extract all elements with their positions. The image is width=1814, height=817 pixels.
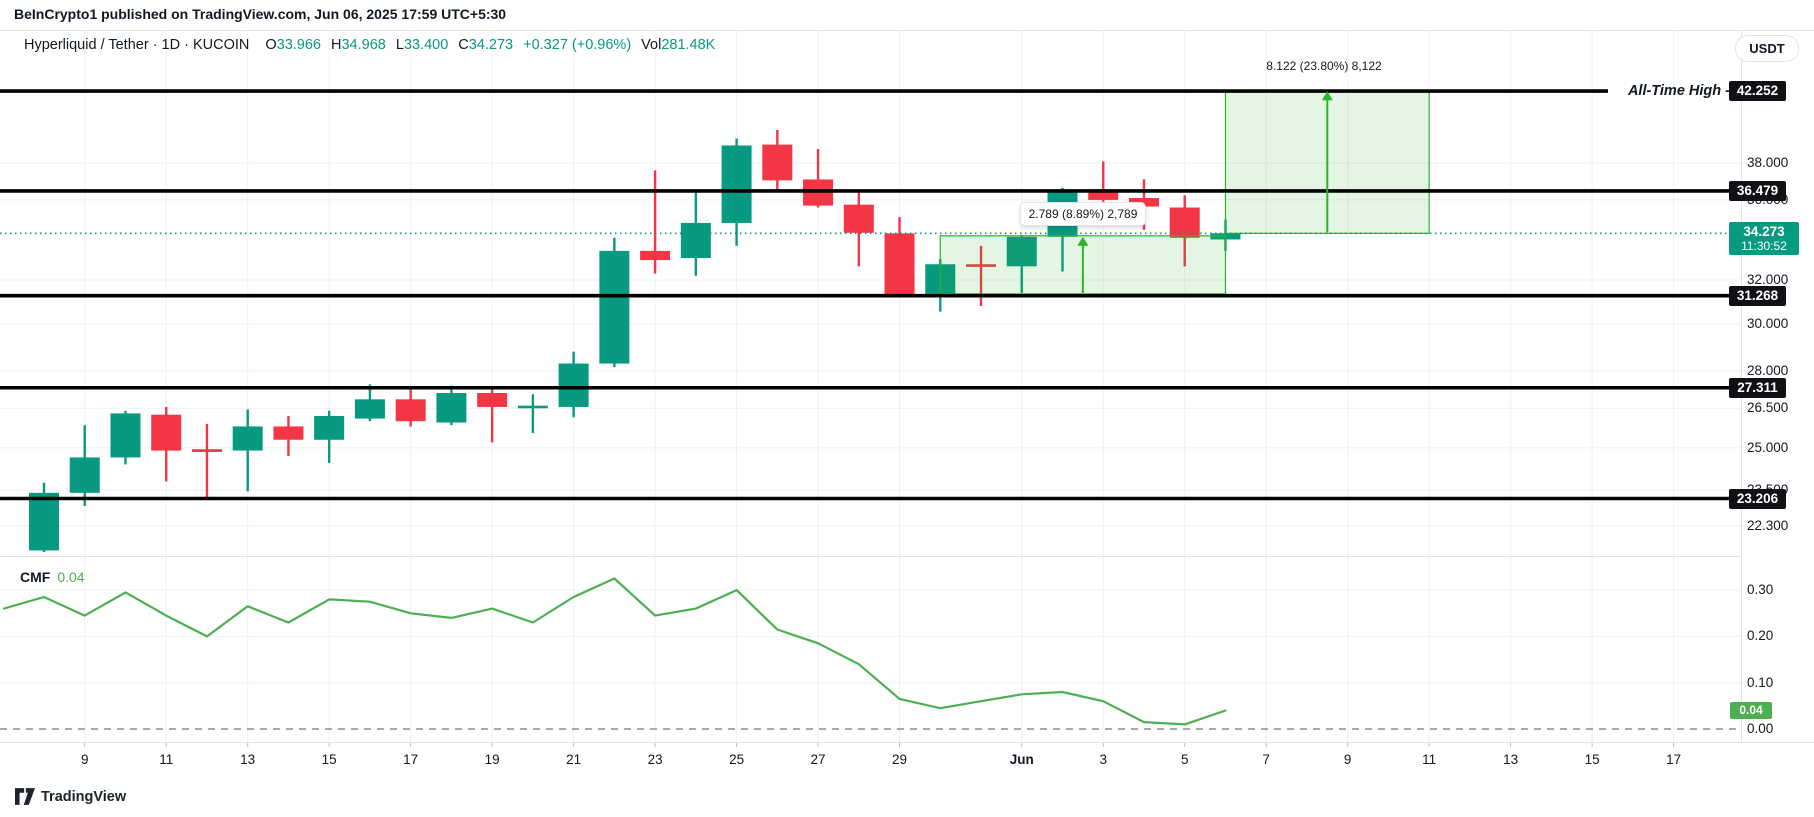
candle-body: [1169, 207, 1200, 238]
time-axis-label: 29: [892, 752, 908, 767]
candle-body: [640, 250, 671, 261]
cmf-line: [2, 577, 1227, 726]
candle-body: [191, 449, 222, 452]
legend-change: +0.327 (+0.96%): [523, 37, 632, 53]
candle-body: [558, 363, 589, 407]
candle-body: [110, 413, 141, 458]
time-axis-label: 19: [484, 752, 500, 767]
range-arrow-head: [1321, 91, 1333, 101]
candle-body: [721, 145, 752, 223]
candle-body: [436, 393, 467, 423]
candle-body: [273, 426, 304, 440]
currency-toggle-button[interactable]: USDT: [1735, 35, 1799, 62]
time-axis-label: 7: [1262, 752, 1270, 767]
price-tick-label: 38.000: [1747, 155, 1789, 171]
price-level-tag: 36.479: [1729, 180, 1786, 201]
price-tick-label: 30.000: [1747, 315, 1789, 331]
cmf-tick-label: 0.20: [1747, 628, 1774, 644]
bar-countdown: 11:30:52: [1741, 238, 1787, 253]
candle-body: [517, 405, 548, 409]
time-axis-label: 17: [403, 752, 419, 767]
time-axis-label: 27: [810, 752, 826, 767]
indicator-value-tag: 0.04: [1730, 702, 1772, 719]
candle-body: [232, 426, 263, 451]
candle-body: [762, 144, 793, 181]
time-axis-label: 17: [1666, 752, 1682, 767]
time-axis-label: 13: [1503, 752, 1519, 767]
range-arrow-head: [1077, 236, 1089, 246]
candle-body: [151, 414, 182, 451]
price-tick-label: 22.300: [1747, 517, 1789, 533]
price-level-tag: 31.268: [1729, 285, 1786, 306]
time-axis-label: 15: [1584, 752, 1600, 767]
attribution-text: BeInCrypto1 published on TradingView.com…: [14, 6, 507, 22]
time-axis-label: 11: [1422, 752, 1437, 767]
candle-body: [69, 457, 100, 493]
price-tick-label: 25.000: [1747, 439, 1789, 455]
cmf-tick-label: 0.30: [1747, 582, 1774, 598]
time-axis-label: 25: [729, 752, 745, 767]
candle-body: [29, 492, 59, 551]
time-axis-label: 23: [647, 752, 663, 767]
price-level-tag: 23.206: [1729, 488, 1786, 509]
price-level-tag: 42.252: [1729, 81, 1786, 102]
candle-body: [395, 399, 426, 422]
candle-body: [1088, 190, 1119, 200]
time-axis-label: 15: [321, 752, 337, 767]
time-axis-label: 11: [159, 752, 174, 767]
candle-body: [966, 264, 997, 267]
time-axis-label: 3: [1099, 752, 1107, 767]
legend-open: O33.966: [265, 37, 321, 53]
tradingview-logo-icon: [15, 788, 35, 805]
time-axis-label: 9: [80, 752, 89, 767]
candle-body: [477, 393, 508, 407]
price-tick-label: 26.500: [1747, 400, 1789, 416]
current-price-tag: 34.273 11:30:52: [1729, 222, 1799, 255]
time-axis-label: 5: [1180, 752, 1189, 767]
symbol-legend: Hyperliquid / Tether · 1D · KUCOIN O33.9…: [24, 37, 715, 53]
projection-range-label: 8.122 (23.80%) 8,122: [1266, 59, 1382, 73]
indicator-value: 0.04: [57, 569, 85, 585]
candle-body: [1006, 236, 1037, 267]
candle-body: [314, 415, 345, 440]
indicator-name[interactable]: CMF: [20, 569, 51, 585]
current-price-value: 34.273: [1743, 223, 1785, 239]
legend-volume: Vol281.48K: [641, 37, 716, 53]
time-axis-label: 13: [240, 752, 256, 767]
legend-high: H34.968: [331, 37, 386, 53]
legend-close: C34.273: [458, 37, 514, 53]
candle-body: [884, 233, 915, 296]
legend-low: L33.400: [395, 37, 449, 53]
candle-body: [599, 250, 630, 364]
price-tick-label: 28.000: [1747, 362, 1789, 378]
tradingview-watermark[interactable]: TradingView: [15, 788, 126, 805]
cmf-tick-label: 0.10: [1747, 674, 1774, 690]
symbol-title[interactable]: Hyperliquid / Tether · 1D · KUCOIN: [24, 37, 250, 53]
time-axis-label: 9: [1343, 752, 1352, 767]
price-range-tooltip: 2.789 (8.89%) 2,789: [1020, 202, 1146, 226]
candle-body: [843, 204, 874, 233]
candle-body: [354, 399, 385, 419]
indicator-legend: CMF 0.04: [20, 569, 85, 585]
candle-body: [680, 222, 711, 259]
price-level-tag: 27.311: [1729, 377, 1786, 398]
price-tick-label: 32.000: [1747, 272, 1789, 287]
cmf-tick-label: 0.00: [1747, 721, 1774, 736]
time-axis-label: 21: [566, 752, 582, 767]
tradingview-logo-text: TradingView: [41, 788, 127, 805]
all-time-high-label: All-Time High -: [1627, 83, 1730, 99]
time-axis-label: Jun: [1009, 752, 1034, 767]
